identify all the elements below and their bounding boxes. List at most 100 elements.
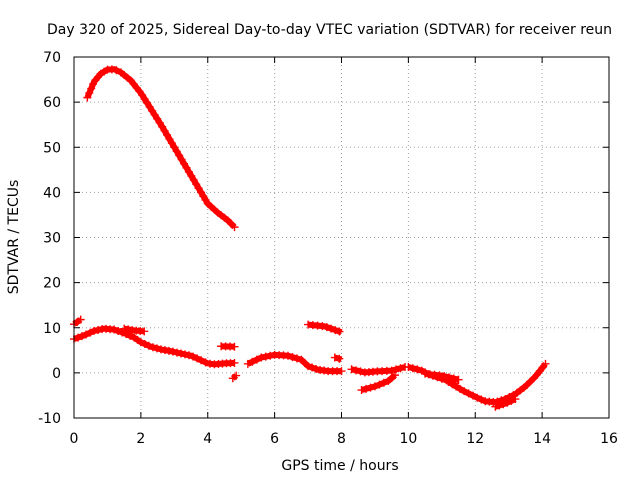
series-arc-g	[304, 320, 344, 336]
data-point	[90, 326, 99, 335]
data-point	[408, 364, 417, 373]
data-point	[248, 357, 257, 366]
data-point	[366, 383, 375, 392]
data-point	[335, 354, 344, 363]
data-point	[126, 331, 135, 340]
data-point	[87, 84, 96, 93]
grid-lines	[74, 57, 609, 418]
data-point	[387, 366, 396, 375]
series-arc-m	[444, 359, 550, 407]
x-tick-label: 16	[600, 431, 618, 447]
data-point	[477, 395, 486, 404]
data-point	[187, 171, 196, 180]
y-tick-label: 20	[43, 276, 61, 292]
x-tick-label: 8	[337, 431, 346, 447]
data-point	[160, 346, 169, 355]
data-point	[230, 223, 239, 232]
data-point	[177, 155, 186, 164]
data-point	[152, 344, 161, 353]
data-point	[292, 354, 301, 363]
data-point	[469, 391, 478, 400]
data-point	[232, 371, 241, 380]
y-tick-label: 30	[43, 231, 61, 247]
data-point	[192, 180, 201, 189]
y-tick-label: -10	[38, 411, 61, 427]
data-point	[362, 384, 371, 393]
data-point	[370, 382, 379, 391]
data-point	[440, 372, 449, 381]
data-point	[391, 371, 399, 380]
data-point	[460, 387, 469, 396]
data-point	[175, 151, 184, 160]
data-point	[181, 350, 190, 359]
data-point	[182, 163, 191, 172]
data-point	[201, 358, 210, 367]
data-point	[160, 126, 169, 135]
data-point	[449, 374, 458, 383]
series-arc-f	[243, 350, 346, 376]
data-point	[158, 122, 167, 131]
data-point	[193, 354, 202, 363]
y-tick-label: 40	[43, 185, 61, 201]
data-point	[177, 349, 185, 358]
data-point	[327, 324, 336, 333]
data-point	[189, 176, 198, 185]
data-point	[164, 346, 173, 355]
axis-ticks: 0 2 4 6 8 10 12 14 16 -10 0 10 20 30 40 50 60 70	[38, 50, 618, 447]
data-point	[168, 347, 177, 356]
x-tick-label: 10	[399, 431, 417, 447]
series-arc-a	[70, 324, 239, 369]
series-arc-c	[70, 315, 85, 329]
data-point	[78, 332, 87, 341]
data-point	[357, 386, 366, 395]
data-point	[136, 338, 145, 347]
x-axis-label: GPS time / hours	[281, 458, 398, 474]
data-point	[124, 325, 133, 334]
data-point	[392, 365, 401, 374]
data-point	[375, 380, 384, 389]
data-point	[243, 359, 252, 368]
data-point	[76, 315, 85, 324]
y-tick-label: 10	[43, 321, 61, 337]
data-point	[163, 130, 172, 139]
data-point	[495, 401, 504, 410]
data-point	[165, 135, 174, 144]
data-point	[155, 118, 164, 127]
data-point	[110, 325, 119, 334]
data-point	[284, 351, 292, 360]
data-point	[266, 351, 275, 360]
series-arc-n	[491, 395, 520, 411]
data-point	[82, 330, 91, 339]
data-point	[507, 396, 516, 405]
data-point	[120, 324, 129, 333]
data-point	[312, 364, 321, 373]
data-point	[167, 139, 176, 148]
y-tick-label: 0	[52, 366, 61, 382]
x-tick-label: 14	[533, 431, 551, 447]
y-tick-label: 60	[43, 95, 61, 111]
data-point	[172, 348, 181, 357]
data-point	[94, 326, 103, 335]
data-point	[335, 327, 344, 336]
data-point	[184, 167, 193, 176]
data-point	[318, 322, 327, 331]
data-point	[83, 93, 92, 102]
y-tick-label: 50	[43, 140, 61, 156]
data-point	[230, 358, 239, 367]
data-series	[70, 65, 550, 411]
series-arc-j	[357, 371, 399, 395]
data-point	[197, 356, 206, 365]
data-point	[85, 89, 94, 98]
data-point	[322, 323, 331, 332]
data-point	[107, 65, 116, 74]
data-point	[347, 365, 356, 374]
data-point	[261, 352, 270, 361]
series-arc-d	[217, 342, 239, 351]
data-point	[351, 366, 360, 375]
data-point	[252, 355, 261, 364]
series-arc-b	[120, 324, 149, 336]
data-point	[148, 343, 157, 352]
series-arc-i	[347, 363, 410, 377]
data-point	[473, 393, 482, 402]
